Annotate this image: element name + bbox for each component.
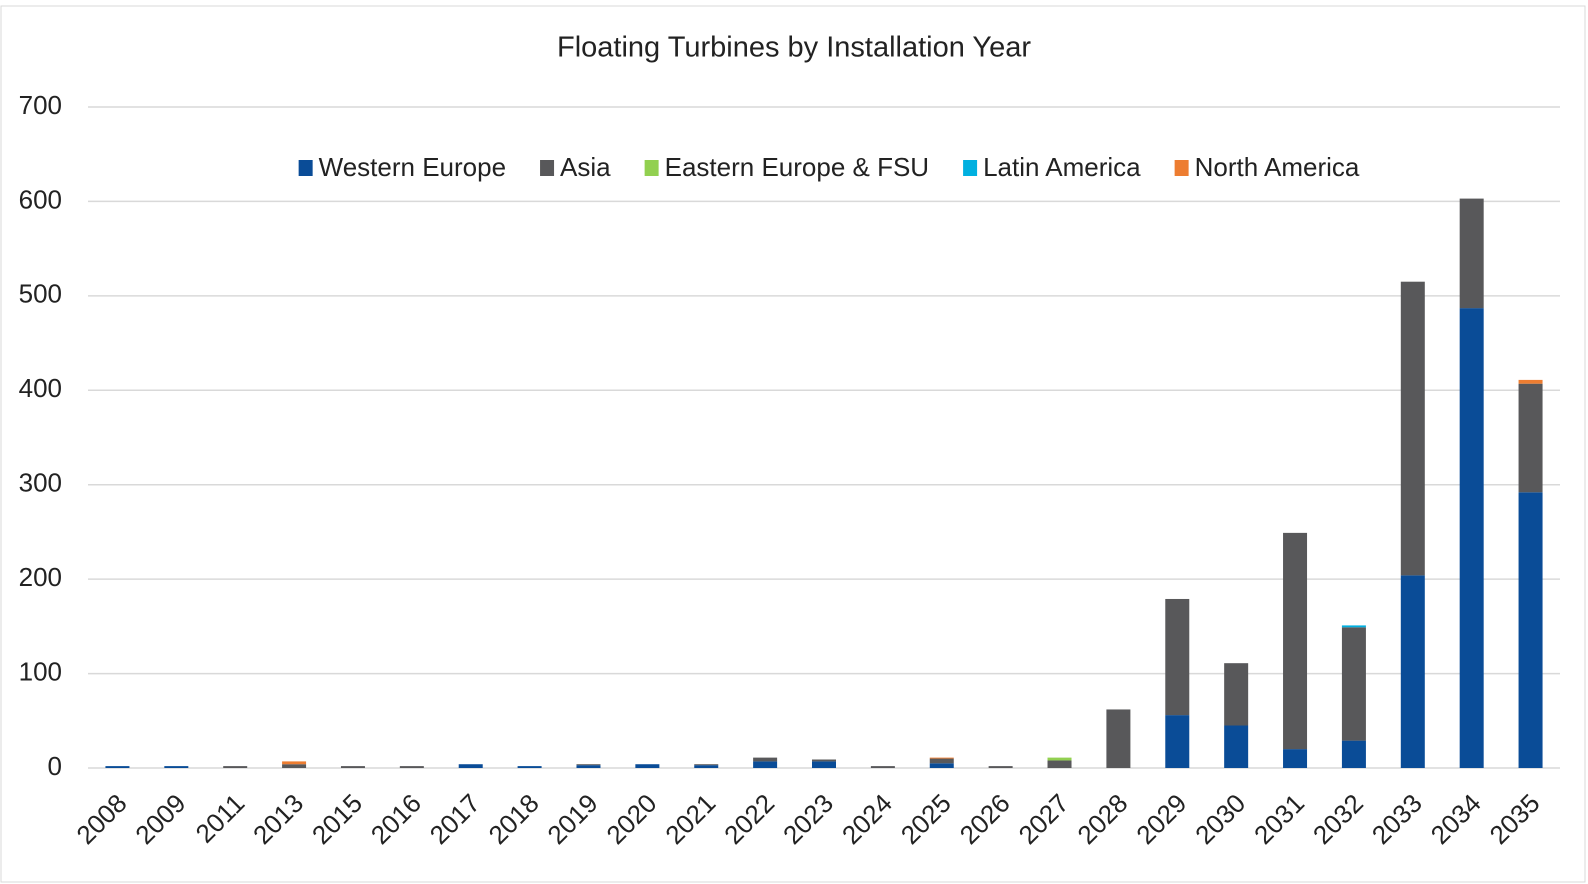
- bar-segment: [576, 764, 601, 766]
- bar-segment: [164, 766, 189, 768]
- bar-segment: [1341, 627, 1366, 741]
- legend-swatch: [540, 160, 555, 176]
- legend-label: Asia: [560, 152, 611, 182]
- bar-segment: [635, 764, 660, 768]
- bar-segment: [1106, 709, 1131, 768]
- y-tick-label: 300: [19, 468, 62, 498]
- legend-swatch: [1174, 160, 1189, 176]
- bar-segment: [929, 758, 954, 764]
- bar-segment: [1341, 740, 1366, 768]
- bar-segment: [1047, 760, 1072, 768]
- y-tick-label: 0: [48, 751, 62, 781]
- bar-segment: [1224, 663, 1249, 726]
- bar-segment: [517, 766, 542, 768]
- legend-swatch: [644, 160, 659, 176]
- legend-swatch: [298, 160, 313, 176]
- bar-segment: [1165, 598, 1190, 716]
- bar-segment: [694, 764, 719, 766]
- bar-segment: [694, 765, 719, 768]
- bar-segment: [753, 757, 778, 762]
- y-tick-label: 600: [19, 184, 62, 214]
- bar-segment: [753, 761, 778, 768]
- bar-segment: [1400, 281, 1425, 576]
- bar-segment: [282, 761, 307, 765]
- bar-segment: [1047, 757, 1072, 761]
- bar-segment: [1165, 715, 1190, 768]
- bar-segment: [1341, 625, 1366, 628]
- bar-segment: [870, 766, 895, 768]
- bar-segment: [1459, 308, 1484, 768]
- bar-segment: [1283, 532, 1308, 750]
- bar-segment: [105, 766, 130, 768]
- y-tick-label: 400: [19, 373, 62, 403]
- chart-border: [0, 5, 1586, 883]
- bar-segment: [1518, 492, 1543, 768]
- legend-label: Latin America: [983, 152, 1141, 182]
- bar-segment: [1518, 383, 1543, 493]
- bar-segment: [988, 766, 1013, 768]
- y-tick-label: 100: [19, 656, 62, 686]
- bar-segment: [282, 764, 307, 768]
- legend-label: Eastern Europe & FSU: [665, 152, 929, 182]
- chart-title: Floating Turbines by Installation Year: [557, 32, 1031, 64]
- bar-segment: [340, 766, 365, 768]
- bar-segment: [399, 766, 424, 768]
- bar-segment: [1518, 379, 1543, 384]
- bar-segment: [223, 766, 248, 768]
- bar-segment: [812, 761, 836, 768]
- legend-label: North America: [1195, 152, 1360, 182]
- y-tick-label: 500: [19, 279, 62, 309]
- bar-segment: [1224, 725, 1249, 768]
- bar-segment: [458, 764, 483, 768]
- bar-segment: [1459, 198, 1484, 309]
- bar-segment: [929, 757, 954, 759]
- bar-segment: [812, 759, 836, 762]
- bar-segment: [1283, 749, 1308, 768]
- bar-segment: [576, 765, 601, 768]
- bar-segment: [929, 763, 954, 768]
- bar-segment: [1400, 575, 1425, 768]
- legend: Western Europe Asia Eastern Europe & FSU La…: [298, 152, 1360, 182]
- legend-swatch: [963, 160, 978, 176]
- y-tick-label: 700: [19, 90, 62, 120]
- y-tick-label: 200: [19, 562, 62, 592]
- legend-label: Western Europe: [319, 152, 506, 182]
